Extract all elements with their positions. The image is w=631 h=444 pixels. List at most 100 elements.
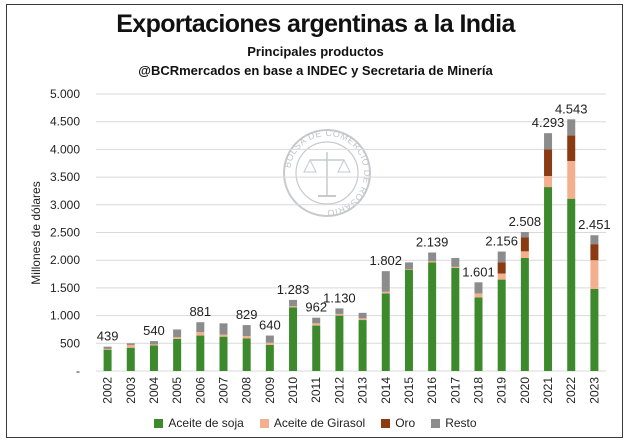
x-tick-label: 2018	[472, 377, 486, 404]
bar-segment-resto	[358, 312, 367, 319]
bar-segment-oro	[544, 149, 553, 176]
total-data-label: 962	[305, 300, 327, 315]
y-tick-label: 2.000	[50, 253, 80, 267]
total-data-label: 1.130	[323, 290, 356, 305]
total-data-label: 2.508	[509, 214, 542, 229]
total-data-label: 540	[143, 323, 165, 338]
legend-label: Aceite de soja	[168, 416, 244, 430]
x-tick-label: 2017	[448, 377, 462, 404]
bar-segment-aceite-de-girasol	[497, 273, 506, 280]
bar-segment-aceite-de-girasol	[242, 336, 251, 339]
chart-legend: Aceite de soja Aceite de Girasol Oro Resto	[0, 416, 631, 430]
bar-segment-resto	[567, 119, 576, 136]
bar-segment-resto	[289, 299, 298, 307]
bar-segment-resto	[242, 325, 251, 337]
bar-segment-aceite-de-girasol	[520, 251, 529, 258]
total-data-label: 439	[97, 329, 119, 344]
bar-segment-oro	[567, 135, 576, 162]
bar-segment-resto	[335, 308, 344, 314]
bar-segment-aceite-de-girasol	[404, 269, 413, 270]
y-tick-label: 3.000	[50, 198, 80, 212]
bar-segment-aceite-de-girasol	[219, 334, 228, 337]
bar-segment-resto	[544, 133, 553, 150]
bar-segment-aceite-de-girasol	[567, 161, 576, 199]
bar-segment-aceite-de-girasol	[428, 261, 437, 263]
chart-title: Exportaciones argentinas a la India	[116, 10, 515, 38]
bar-segment-resto	[173, 329, 182, 338]
bar-segment-aceite-de-girasol	[289, 306, 298, 308]
x-tick-label: 2020	[518, 377, 532, 404]
x-tick-label: 2023	[587, 377, 601, 404]
x-tick-label: 2004	[147, 377, 161, 404]
legend-item-aceite-de-girasol: Aceite de Girasol	[259, 416, 366, 430]
bar-segment-aceite-de-girasol	[173, 337, 182, 339]
legend-label: Resto	[445, 416, 477, 430]
bar-segment-aceite-de-soja	[567, 198, 576, 371]
bar-segment-aceite-de-girasol	[590, 260, 599, 290]
bar-segment-aceite-de-soja	[289, 307, 298, 371]
x-tick-label: 2007	[217, 377, 231, 404]
legend-swatch	[259, 418, 269, 428]
bar-segment-aceite-de-girasol	[126, 344, 135, 348]
bar-segment-aceite-de-girasol	[381, 291, 390, 294]
x-tick-label: 2005	[170, 377, 184, 404]
bar-segment-aceite-de-girasol	[196, 332, 205, 336]
bar-segment-aceite-de-soja	[126, 347, 135, 371]
x-tick-label: 2019	[495, 377, 509, 404]
total-data-label: 881	[189, 304, 211, 319]
legend-swatch	[381, 418, 391, 428]
total-data-label: 829	[236, 307, 258, 322]
y-tick-label: -	[76, 364, 80, 378]
y-tick-label: 4.500	[50, 115, 80, 129]
legend-swatch	[154, 418, 164, 428]
bar-segment-aceite-de-soja	[474, 297, 483, 371]
x-tick-label: 2011	[309, 377, 323, 403]
y-tick-label: 500	[60, 336, 80, 350]
total-data-label: 4.293	[532, 115, 565, 130]
bar-segment-aceite-de-girasol	[358, 318, 367, 321]
bar-segment-aceite-de-soja	[381, 293, 390, 371]
legend-item-resto: Resto	[431, 416, 477, 430]
bar-segment-aceite-de-soja	[173, 338, 182, 371]
x-tick-label: 2010	[286, 377, 300, 404]
total-data-label: 1.601	[462, 264, 495, 279]
bar-segment-aceite-de-soja	[404, 269, 413, 371]
y-axis-label: Millones de dólares	[29, 181, 43, 284]
bar-segment-aceite-de-soja	[312, 325, 321, 371]
bar-segment-resto	[149, 341, 158, 345]
bar-segment-resto	[497, 251, 506, 263]
legend-swatch	[431, 418, 441, 428]
total-data-label: 1.283	[277, 282, 310, 297]
y-tick-label: 4.000	[50, 142, 80, 156]
y-tick-label: 3.500	[50, 170, 80, 184]
bar-segment-aceite-de-girasol	[149, 344, 158, 346]
bar-segment-aceite-de-soja	[590, 289, 599, 371]
bar-segment-aceite-de-soja	[103, 349, 112, 371]
bar-segment-aceite-de-soja	[242, 338, 251, 371]
bar-segment-resto	[520, 232, 529, 238]
x-tick-label: 2012	[332, 377, 346, 404]
bar-segment-aceite-de-soja	[335, 315, 344, 371]
bar-segment-aceite-de-soja	[544, 187, 553, 371]
bar-segment-resto	[590, 235, 599, 245]
bar-segment-resto	[103, 346, 112, 349]
bar-segment-aceite-de-soja	[219, 336, 228, 371]
bar-segment-resto	[196, 322, 205, 333]
bar-segment-aceite-de-soja	[358, 320, 367, 371]
x-tick-label: 2013	[356, 377, 370, 404]
bar-segment-aceite-de-girasol	[474, 293, 483, 298]
bar-segment-resto	[474, 282, 483, 294]
legend-label: Aceite de Girasol	[273, 416, 366, 430]
bar-segment-aceite-de-soja	[196, 335, 205, 371]
bar-segment-resto	[428, 252, 437, 262]
bar-segment-aceite-de-soja	[428, 262, 437, 371]
bar-segment-oro	[590, 244, 599, 261]
total-data-label: 1.802	[369, 253, 402, 268]
total-data-label: 2.139	[416, 234, 449, 249]
bar-segment-resto	[265, 335, 274, 343]
total-data-label: 2.451	[578, 217, 611, 232]
x-tick-label: 2015	[402, 377, 416, 404]
bar-segment-aceite-de-girasol	[335, 313, 344, 316]
bar-segment-aceite-de-girasol	[103, 348, 112, 350]
bar-segment-aceite-de-soja	[497, 279, 506, 371]
